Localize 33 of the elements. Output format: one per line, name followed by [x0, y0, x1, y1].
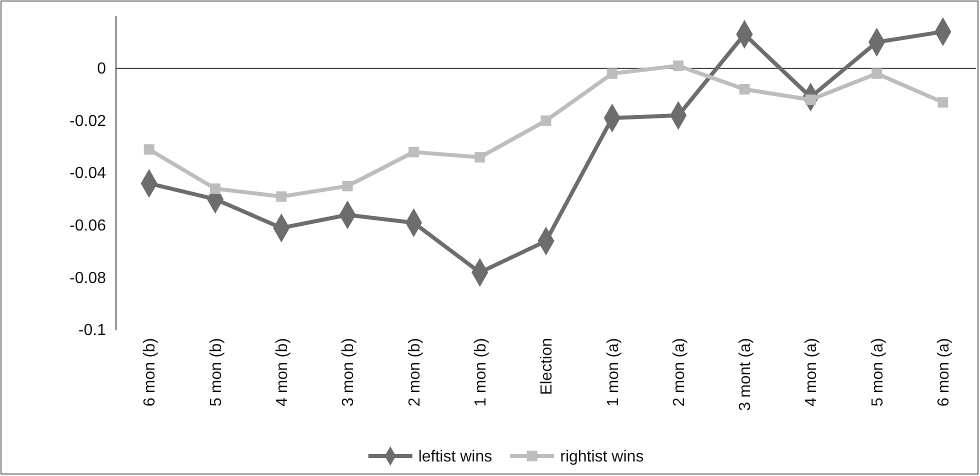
y-tick-label: 0	[97, 60, 106, 78]
y-tick-label: -0.02	[70, 112, 106, 130]
point	[342, 180, 353, 192]
point	[739, 84, 750, 95]
x-tick-label: 2 mon (a)	[670, 338, 688, 406]
legend-label: leftist wins	[418, 448, 492, 466]
x-tick-label: 3 mont (a)	[737, 338, 754, 411]
y-tick-label: -0.08	[70, 270, 106, 287]
legend-label: rightist wins	[560, 448, 644, 466]
x-tick-label: 6 mon (b)	[142, 338, 159, 406]
x-tick-label: 2 mon (b)	[406, 338, 424, 406]
point	[408, 146, 419, 158]
y-tick-label: -0.04	[70, 165, 106, 182]
y-tick-label: -0.06	[70, 217, 106, 234]
point	[474, 152, 486, 163]
x-tick-label: 1 mon (b)	[472, 338, 490, 406]
point	[606, 68, 618, 79]
x-tick-label: 6 mon (a)	[936, 338, 953, 406]
point	[938, 97, 948, 108]
x-tick-label: Election	[538, 338, 556, 395]
x-tick-label: 3 mon (b)	[340, 338, 358, 406]
point	[872, 68, 882, 79]
x-tick-label: 1 mon (a)	[604, 338, 622, 406]
point	[276, 191, 287, 202]
y-tick-label: -0.1	[78, 322, 106, 340]
x-tick-label: 5 mon (b)	[208, 338, 225, 406]
point	[210, 183, 220, 194]
point	[144, 144, 154, 155]
x-tick-label: 4 mon (b)	[274, 338, 291, 406]
x-tick-label: 5 mon (a)	[869, 338, 886, 406]
point	[540, 115, 552, 126]
x-tick-label: 4 mon (a)	[803, 338, 820, 406]
point	[673, 60, 684, 71]
